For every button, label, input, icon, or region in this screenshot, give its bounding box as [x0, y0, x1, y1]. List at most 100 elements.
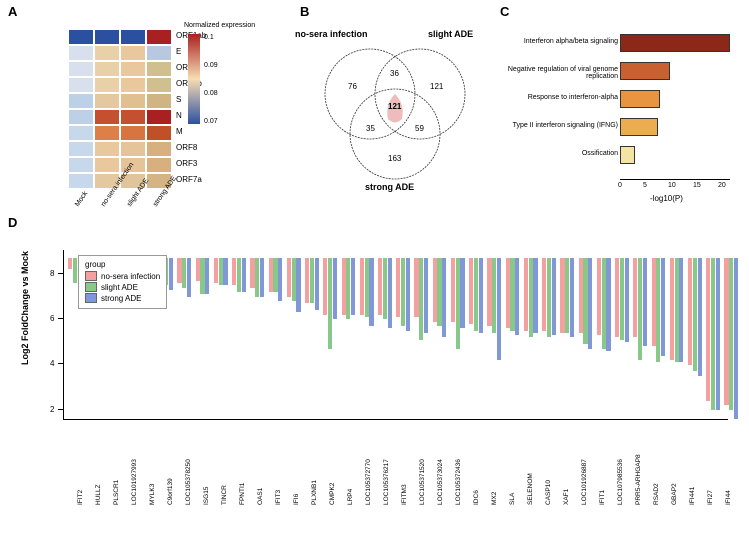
panel-c-xtick: 5: [643, 182, 647, 189]
panel-d-bar: [287, 258, 291, 297]
panel-d-bar: [542, 258, 546, 331]
panel-d-bar: [214, 258, 218, 283]
panel-d-gene-label: RSAD2: [653, 483, 660, 505]
panel-c-xlabel: -log10(P): [650, 194, 683, 203]
venn-n-ab: 36: [390, 69, 399, 78]
panel-d-legend-text: strong ADE: [101, 294, 141, 303]
panel-d-gene-label: IDC6: [473, 490, 480, 505]
heatmap-legend-tick: 0.09: [204, 62, 218, 69]
heatmap-cell: [94, 29, 120, 45]
panel-d-gene-label: LOC105372436: [455, 459, 462, 505]
panel-d-bar: [414, 258, 418, 317]
heatmap-cell: [94, 61, 120, 77]
heatmap-row-label: M: [176, 127, 183, 136]
panel-d-bar: [200, 258, 204, 294]
panel-c-bar-label: Ossification: [500, 150, 618, 157]
panel-c-bar-label: Type II interferon signaling (IFNG): [500, 122, 618, 129]
panel-d-gene-label: TINCR: [221, 485, 228, 505]
panel-b-venn: B no-sera infection slight ADE strong AD…: [300, 4, 490, 204]
panel-d-bar: [323, 258, 327, 315]
panel-d-bar: [515, 258, 519, 335]
heatmap-colorbar: [188, 34, 200, 124]
panel-d-bar: [169, 258, 173, 290]
panel-d-bar: [187, 258, 191, 297]
panel-d-ytick: 2: [50, 405, 54, 414]
panel-d-ytick: 6: [50, 314, 54, 323]
venn-label-c: strong ADE: [365, 182, 414, 192]
panel-d-bar: [315, 258, 319, 310]
panel-d-bar: [579, 258, 583, 333]
heatmap-cell: [94, 125, 120, 141]
panel-d-bar: [328, 258, 332, 349]
panel-d-bar: [656, 258, 660, 362]
panel-d-bar: [369, 258, 373, 326]
panel-d-bar: [716, 258, 720, 410]
panel-d-ytick: 8: [50, 269, 54, 278]
panel-d-bar: [552, 258, 556, 335]
panel-d-bar: [729, 258, 733, 410]
panel-d-bar: [460, 258, 464, 328]
venn-diagram: no-sera infection slight ADE strong ADE …: [310, 34, 480, 194]
panel-d-bar: [469, 258, 473, 324]
heatmap-cell: [146, 109, 172, 125]
venn-label-b: slight ADE: [428, 29, 473, 39]
panel-d-bar: [305, 258, 309, 303]
panel-d-bar: [706, 258, 710, 401]
heatmap-row-label: ORF7a: [176, 175, 202, 184]
panel-d-bar: [734, 258, 738, 419]
heatmap-cell: [146, 29, 172, 45]
panel-d-legend-swatch: [85, 293, 97, 303]
panel-d-bar: [365, 258, 369, 317]
panel-d-bar: [424, 258, 428, 333]
panel-d-bar: [378, 258, 382, 315]
panel-d-bar: [456, 258, 460, 349]
panel-d-bar: [406, 258, 410, 331]
panel-d-gene-label: LOC105372770: [365, 459, 372, 505]
panel-d-bar: [388, 258, 392, 328]
panel-d-legend-text: slight ADE: [101, 283, 138, 292]
panel-d-bar: [437, 258, 441, 326]
panel-d-legend-row: slight ADE: [85, 282, 160, 292]
panel-d-gene-label: LOC105376217: [383, 459, 390, 505]
panel-d-gene-label: FPNTI1: [239, 483, 246, 505]
heatmap-legend-tick: 0.07: [204, 118, 218, 125]
panel-d-ytick-mark: [58, 363, 63, 364]
heatmap-cell: [120, 29, 146, 45]
heatmap-grid: ORF1abEORF6ORF7bSNMORF8ORF3ORF7a: [68, 29, 172, 189]
panel-d-bar: [310, 258, 314, 303]
panel-d-bar: [223, 258, 227, 285]
panel-d-bar: [292, 258, 296, 301]
panel-d-gene-label: LRP4: [347, 489, 354, 505]
panel-d-bar: [250, 258, 254, 287]
venn-n-b: 121: [430, 82, 443, 91]
panel-c-xtick: 15: [693, 182, 701, 189]
heatmap-cell: [68, 125, 94, 141]
panel-d-bar: [675, 258, 679, 362]
panel-c-xtick: 0: [618, 182, 622, 189]
panel-d-bar: [196, 258, 200, 281]
panel-d-bar: [219, 258, 223, 285]
panel-c-bar-label: Interferon alpha/beta signaling: [500, 38, 618, 45]
panel-d-bar: [688, 258, 692, 365]
heatmap-cell: [94, 157, 120, 173]
panel-d-gene-label: PLSCR1: [113, 480, 120, 505]
panel-d-bar: [269, 258, 273, 292]
panel-d-gene-label: XAF1: [563, 489, 570, 505]
panel-d-gene-label: CASP10: [545, 480, 552, 505]
panel-d-bar: [419, 258, 423, 340]
panel-d-bar: [533, 258, 537, 333]
panel-c-bar: [620, 62, 670, 80]
panel-d-bar: [497, 258, 501, 360]
panel-d-legend-row: no-sera infection: [85, 271, 160, 281]
heatmap-cell: [146, 77, 172, 93]
panel-d-bar: [661, 258, 665, 355]
panel-d-bar: [652, 258, 656, 346]
panel-c-bars: C -log10(P) Interferon alpha/beta signal…: [500, 4, 740, 204]
panel-d-gene-label: LOC101927993: [131, 459, 138, 505]
panel-d-ylabel: Log2 FoldChange vs Mock: [20, 251, 30, 365]
heatmap-row-label: S: [176, 95, 181, 104]
panel-c-xaxis: [620, 179, 730, 180]
heatmap-cell: [120, 141, 146, 157]
panel-d-bar: [479, 258, 483, 333]
panel-d-bar: [547, 258, 551, 337]
